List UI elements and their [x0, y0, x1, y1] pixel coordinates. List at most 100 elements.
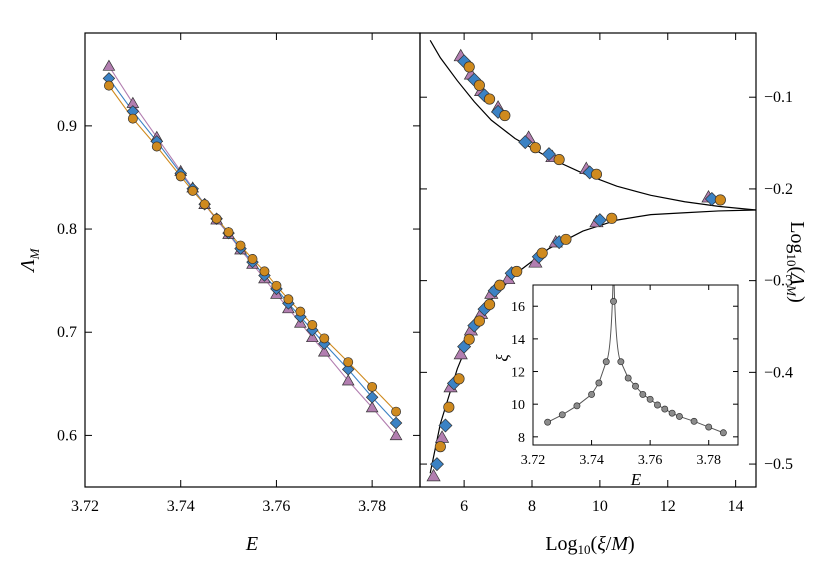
left-point-triangle	[305, 330, 319, 343]
right-point-circle	[473, 315, 485, 327]
right-panel: 6 8 10 12 14−0.5−0.4−0.3−0.2−0.1 Log10(ξ/M) …	[420, 33, 808, 557]
right-point-circle	[714, 194, 726, 206]
right-point-triangle	[426, 468, 441, 482]
inset-point	[661, 405, 669, 413]
right-y-axis-title: Log10(ΛM)	[784, 221, 808, 303]
inset-point	[588, 390, 596, 398]
left-point-circle	[199, 199, 210, 210]
right-point-diamond	[438, 418, 453, 433]
right-point-diamond	[541, 147, 556, 162]
right-point-circle	[560, 233, 572, 245]
left-point-circle	[103, 80, 114, 91]
right-point-circle	[511, 265, 523, 278]
inset-point	[595, 379, 603, 387]
inset-point	[668, 409, 676, 417]
left-point-circle	[175, 171, 186, 182]
left-series-line-triangle	[108, 65, 397, 436]
right-point-circle	[484, 93, 496, 105]
inset-point	[675, 412, 683, 420]
left-point-circle	[283, 294, 294, 305]
right-x-tick-label: 8	[528, 498, 536, 515]
left-point-triangle	[389, 428, 403, 441]
right-marks	[426, 40, 756, 482]
left-y-tick-label: 0.6	[57, 427, 77, 444]
right-point-circle	[484, 298, 496, 311]
left-ticks: 3.72 3.74 3.76 3.78 0.6 0.7 0.8 0.9	[57, 33, 420, 515]
right-x-tick-label: 12	[660, 498, 676, 515]
left-panel: 3.72 3.74 3.76 3.78 0.6 0.7 0.8 0.9 E ΛM	[17, 33, 420, 555]
left-point-circle	[343, 357, 354, 368]
inset-y-tick-label: 12	[511, 366, 525, 381]
left-point-diamond	[341, 363, 355, 376]
inset-point	[573, 402, 581, 410]
left-point-triangle	[365, 401, 379, 413]
left-point-circle	[187, 185, 198, 196]
right-point-circle	[494, 279, 506, 291]
left-point-circle	[247, 254, 258, 264]
right-x-tick-label: 14	[728, 498, 744, 515]
left-x-tick-label: 3.72	[71, 498, 99, 515]
right-ticks: 6 8 10 12 14 −0.5 −0.4 −0.3 −0.2 −0.1	[420, 33, 793, 515]
left-point-circle	[367, 381, 378, 392]
left-y-tick-label: 0.7	[57, 324, 77, 341]
right-plot-frame	[419, 32, 757, 488]
inset-point	[602, 358, 610, 366]
inset-y-tick-label: 14	[511, 333, 525, 348]
inset-point	[544, 418, 552, 426]
right-y-tick-label: −0.1	[764, 89, 793, 106]
inset-point	[617, 358, 625, 366]
scaling-curve-upper	[429, 40, 756, 211]
inset-panel: 3.72 3.74 3.76 3.78 8 10 12 14 16 E ξ	[493, 285, 738, 489]
right-point-circle	[590, 168, 603, 180]
inset-point	[654, 401, 661, 409]
right-point-circle	[434, 441, 446, 453]
inset-point	[705, 423, 713, 431]
right-y-tick-label: −0.3	[764, 273, 793, 290]
inset-ticks: 3.72 3.74 3.76 3.78 8 10 12 14 16	[511, 285, 738, 468]
left-point-circle	[151, 141, 162, 152]
right-point-diamond	[592, 213, 607, 228]
right-point-circle	[529, 142, 541, 154]
left-point-circle	[319, 333, 330, 344]
right-point-circle	[463, 333, 475, 345]
inset-marks	[544, 285, 727, 437]
inset-y-axis-title: ξ	[493, 354, 512, 362]
right-point-circle	[443, 401, 455, 413]
inset-x-tick-label: 3.76	[638, 453, 663, 468]
right-x-tick-label: 10	[592, 498, 608, 515]
right-point-circle	[536, 247, 548, 259]
left-point-triangle	[317, 345, 331, 357]
right-point-circle	[453, 373, 465, 385]
left-x-axis-title: E	[245, 533, 258, 555]
left-point-circle	[127, 113, 138, 124]
left-point-circle	[223, 227, 234, 238]
left-point-circle	[295, 306, 306, 317]
inset-x-tick-label: 3.74	[579, 453, 604, 468]
inset-point	[690, 417, 698, 425]
left-point-circle	[211, 213, 222, 224]
left-y-tick-label: 0.9	[57, 118, 77, 135]
left-x-tick-label: 3.78	[358, 498, 386, 515]
right-x-axis-title: Log10(ξ/M)	[545, 533, 634, 557]
inset-point	[610, 297, 617, 305]
left-point-triangle	[102, 59, 116, 71]
right-point-diamond	[518, 135, 533, 150]
inset-y-tick-label: 10	[511, 398, 525, 413]
right-y-tick-label: −0.5	[764, 456, 793, 473]
inset-x-tick-label: 3.78	[696, 453, 721, 468]
inset-point	[624, 374, 632, 382]
inset-frame	[532, 284, 739, 446]
left-x-tick-label: 3.76	[262, 498, 290, 515]
left-marks	[102, 59, 403, 441]
right-y-tick-label: −0.2	[764, 181, 793, 198]
right-point-circle	[499, 109, 511, 122]
left-point-circle	[235, 240, 246, 251]
inset-point	[632, 382, 639, 390]
inset-y-tick-label: 16	[511, 300, 525, 315]
right-y-tick-label: −0.4	[764, 364, 793, 381]
right-point-diamond	[429, 457, 444, 472]
left-point-circle	[259, 266, 270, 277]
inset-background	[533, 285, 738, 445]
right-point-circle	[463, 61, 475, 73]
